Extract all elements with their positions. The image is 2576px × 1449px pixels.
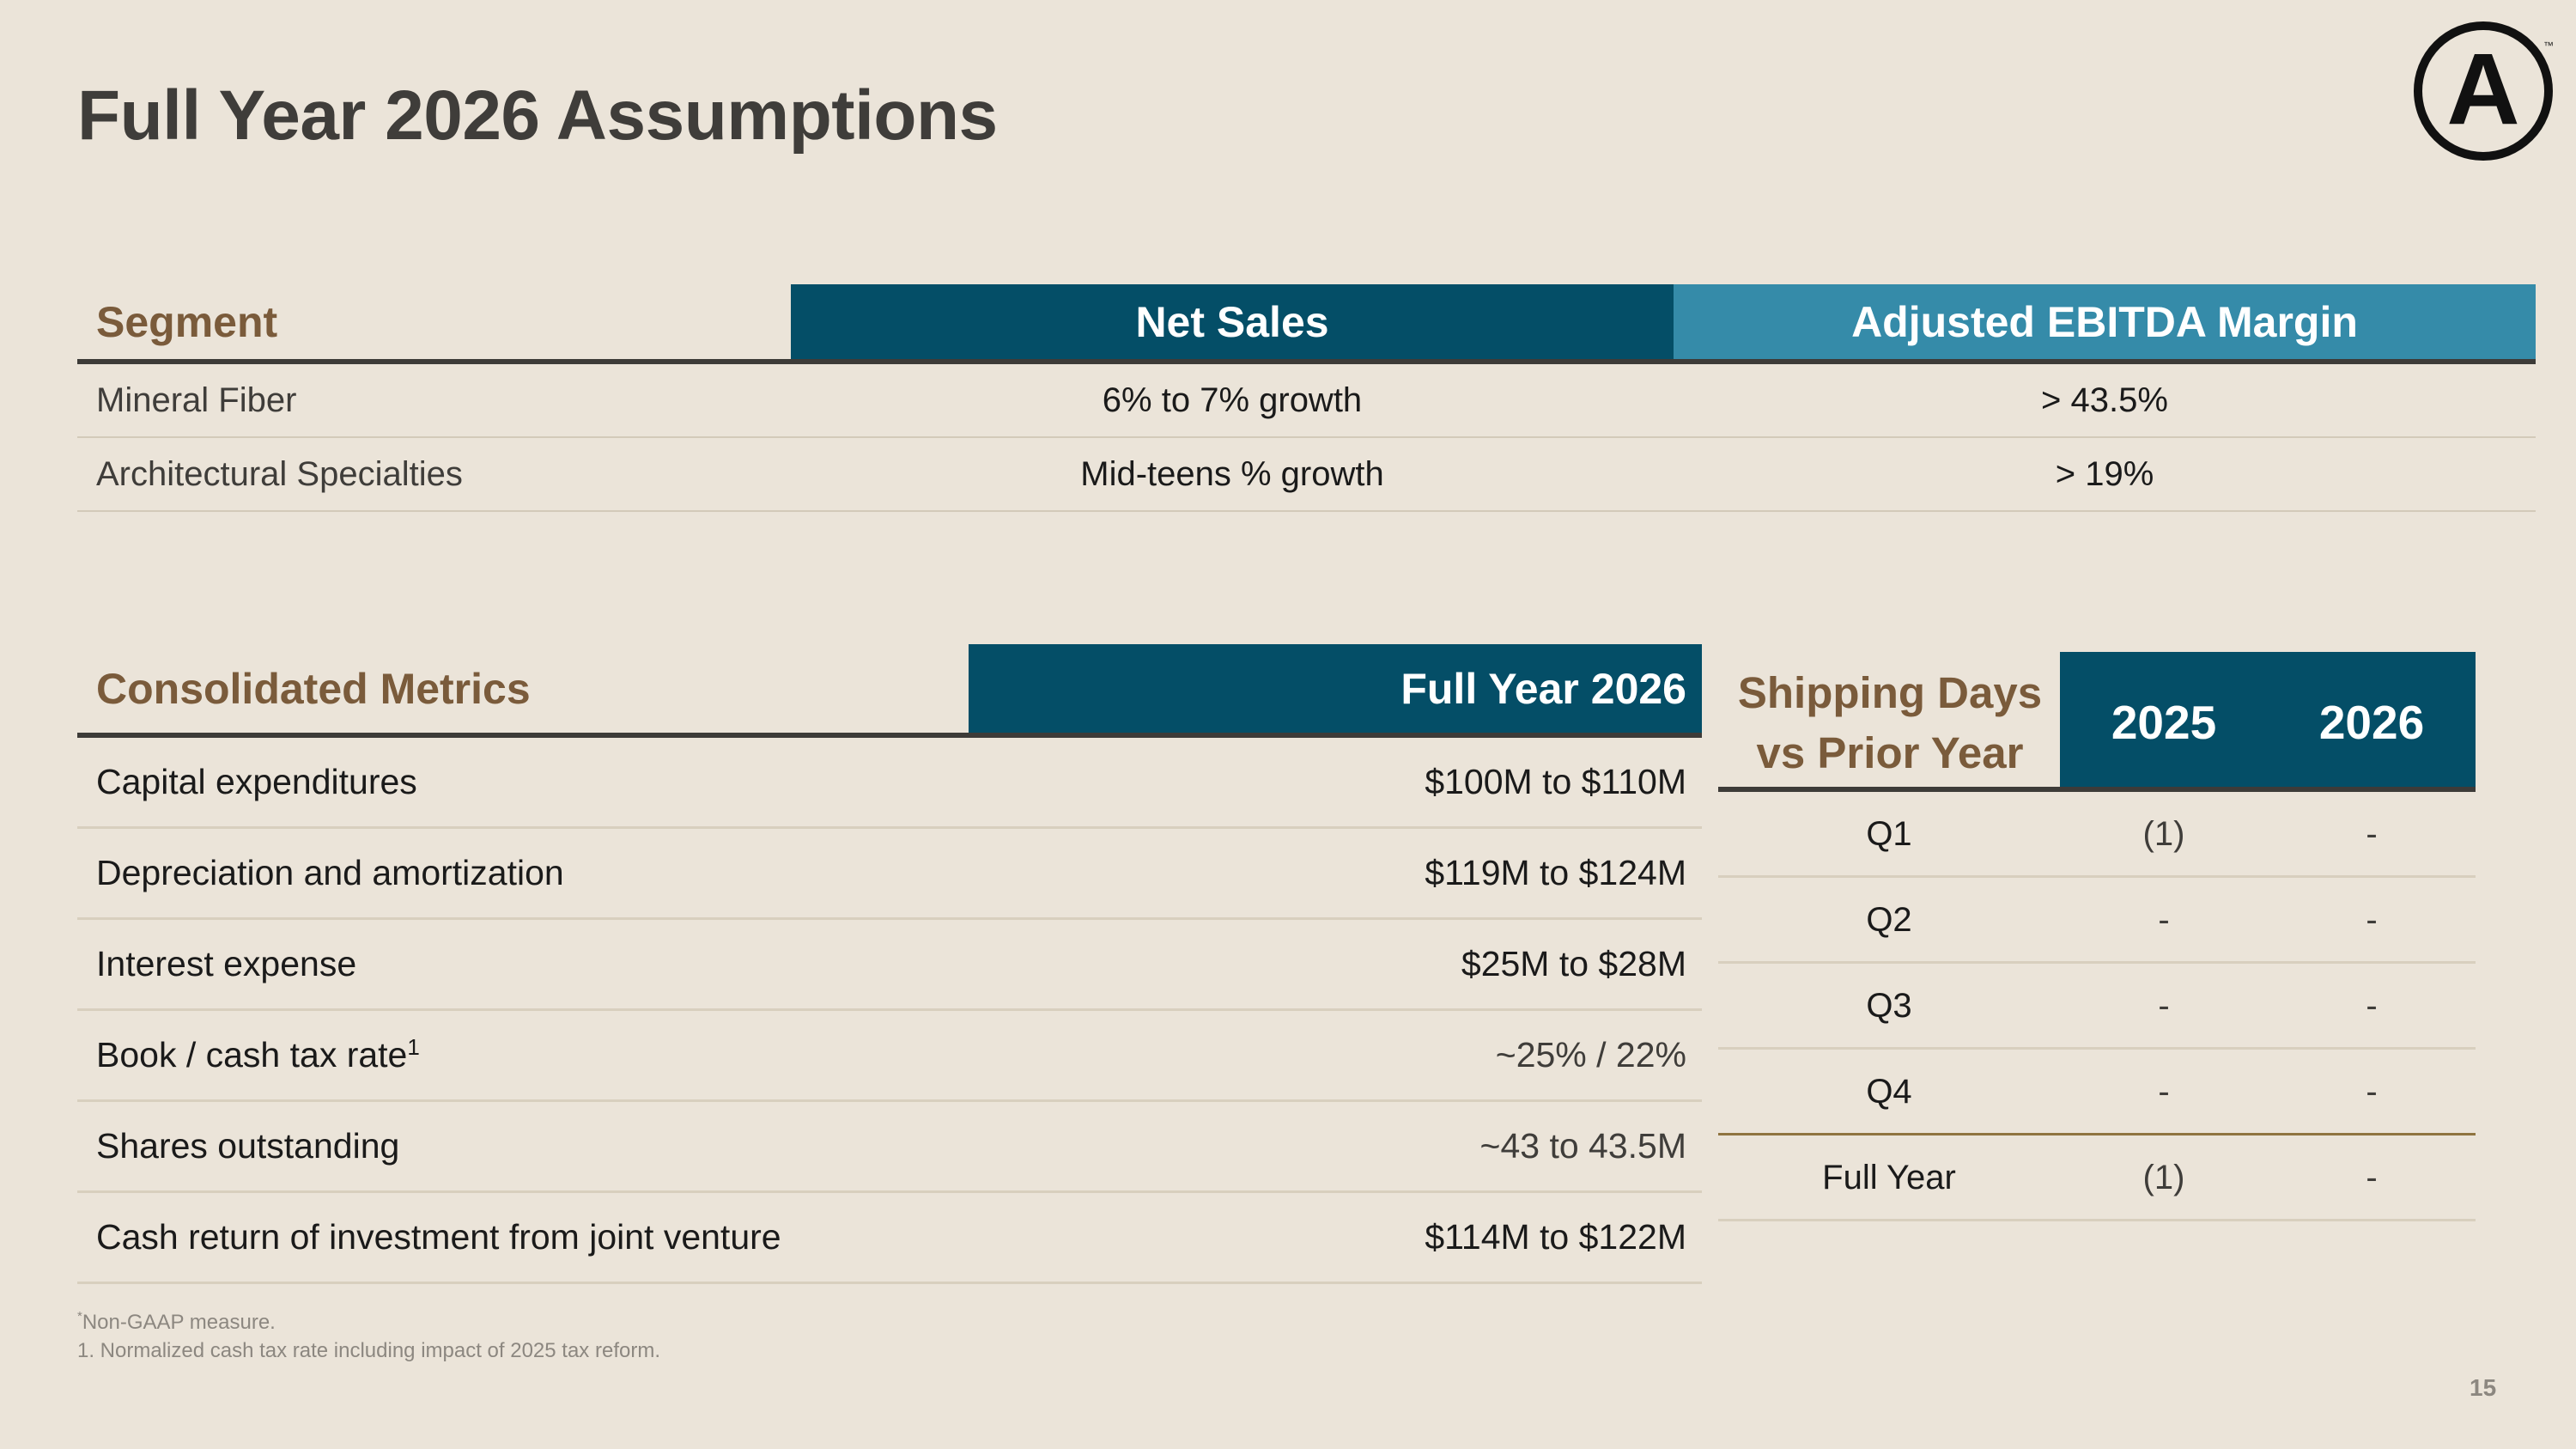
footnote-star: * <box>77 1309 82 1324</box>
days-2026: - <box>2366 1073 2378 1111</box>
net-sales-value: 6% to 7% growth <box>1102 381 1363 419</box>
metric-label: Capital expenditures <box>96 762 417 801</box>
shipping-days-year-header-bg <box>2060 652 2476 787</box>
metric-label: Shares outstanding <box>96 1126 400 1166</box>
days-2025: (1) <box>2142 1159 2185 1196</box>
net-sales-header: Net Sales <box>791 284 1674 359</box>
days-2025: - <box>2158 901 2170 939</box>
trademark-mark: ™ <box>2543 40 2554 52</box>
shipping-header-rule <box>1718 787 2476 792</box>
metric-row: Cash return of investment from joint ven… <box>77 1193 1702 1284</box>
segment-row: Architectural Specialties Mid-teens % gr… <box>77 438 2536 512</box>
year-2026-header: 2026 <box>2318 696 2425 749</box>
metric-value: ~43 to 43.5M <box>1479 1126 1686 1166</box>
footnote-ref: 1 <box>407 1034 420 1060</box>
metric-row: Shares outstanding ~43 to 43.5M <box>77 1102 1702 1193</box>
segment-row: Mineral Fiber 6% to 7% growth > 43.5% <box>77 364 2536 438</box>
days-2026: - <box>2366 815 2378 853</box>
days-2025: (1) <box>2142 815 2185 853</box>
ebitda-margin-header: Adjusted EBITDA Margin <box>1674 284 2536 359</box>
segment-name: Mineral Fiber <box>96 381 297 419</box>
consolidated-metrics-header: Consolidated Metrics <box>96 664 531 713</box>
period-label: Q4 <box>1866 1073 1912 1111</box>
footnote-non-gaap: *Non-GAAP measure. <box>77 1309 276 1335</box>
company-logo: A <box>2414 21 2553 161</box>
metric-value: $100M to $110M <box>1425 762 1686 801</box>
segment-header-rule <box>77 359 2536 364</box>
metric-row: Capital expenditures $100M to $110M <box>77 738 1702 829</box>
days-2026: - <box>2366 901 2378 939</box>
metric-value: $114M to $122M <box>1425 1217 1686 1257</box>
net-sales-value: Mid-teens % growth <box>1080 455 1384 493</box>
shipping-days-header: Shipping Days vs Prior Year <box>1718 663 2062 783</box>
metric-value: $25M to $28M <box>1461 944 1686 983</box>
metric-row: Depreciation and amortization $119M to $… <box>77 829 1702 920</box>
days-2026: - <box>2366 1159 2378 1196</box>
page-title: Full Year 2026 Assumptions <box>77 76 998 155</box>
metric-label: Cash return of investment from joint ven… <box>96 1217 781 1257</box>
period-label: Q2 <box>1866 901 1912 939</box>
shipping-row: Q2 - - <box>1718 878 2476 964</box>
ebitda-margin-value: > 19% <box>2055 455 2154 493</box>
svg-text:A: A <box>2446 33 2519 146</box>
metric-value: $119M to $124M <box>1425 853 1686 892</box>
metric-label-text: Book / cash tax rate <box>96 1035 408 1075</box>
days-2025: - <box>2158 1073 2170 1111</box>
period-label: Full Year <box>1822 1159 1956 1196</box>
segment-name: Architectural Specialties <box>96 455 463 493</box>
metric-row: Book / cash tax rate1 ~25% / 22% <box>77 1011 1702 1102</box>
shipping-row: Q3 - - <box>1718 964 2476 1050</box>
metric-label: Book / cash tax rate1 <box>96 1011 420 1099</box>
full-year-2026-header: Full Year 2026 <box>969 644 1702 733</box>
period-label: Q1 <box>1866 815 1912 853</box>
year-2025-header: 2025 <box>2111 696 2217 749</box>
shipping-row-total: Full Year (1) - <box>1718 1135 2476 1221</box>
period-label: Q3 <box>1866 987 1912 1025</box>
shipping-row: Q4 - - <box>1718 1050 2476 1135</box>
shipping-row: Q1 (1) - <box>1718 792 2476 878</box>
footnote-non-gaap-text: Non-GAAP measure. <box>82 1311 276 1334</box>
metric-row: Interest expense $25M to $28M <box>77 920 1702 1011</box>
page-number: 15 <box>2470 1374 2497 1401</box>
ebitda-margin-value: > 43.5% <box>2041 381 2168 419</box>
shipping-days-header-line2: vs Prior Year <box>1756 728 2024 777</box>
metric-value: ~25% / 22% <box>1495 1035 1686 1075</box>
days-2025: - <box>2158 987 2170 1025</box>
days-2026: - <box>2366 987 2378 1025</box>
footnote-1: 1. Normalized cash tax rate including im… <box>77 1339 660 1362</box>
segment-header: Segment <box>96 297 278 346</box>
metric-label: Interest expense <box>96 944 357 983</box>
metrics-header-rule <box>77 733 1702 738</box>
metric-label: Depreciation and amortization <box>96 853 564 892</box>
shipping-days-header-line1: Shipping Days <box>1737 668 2043 717</box>
